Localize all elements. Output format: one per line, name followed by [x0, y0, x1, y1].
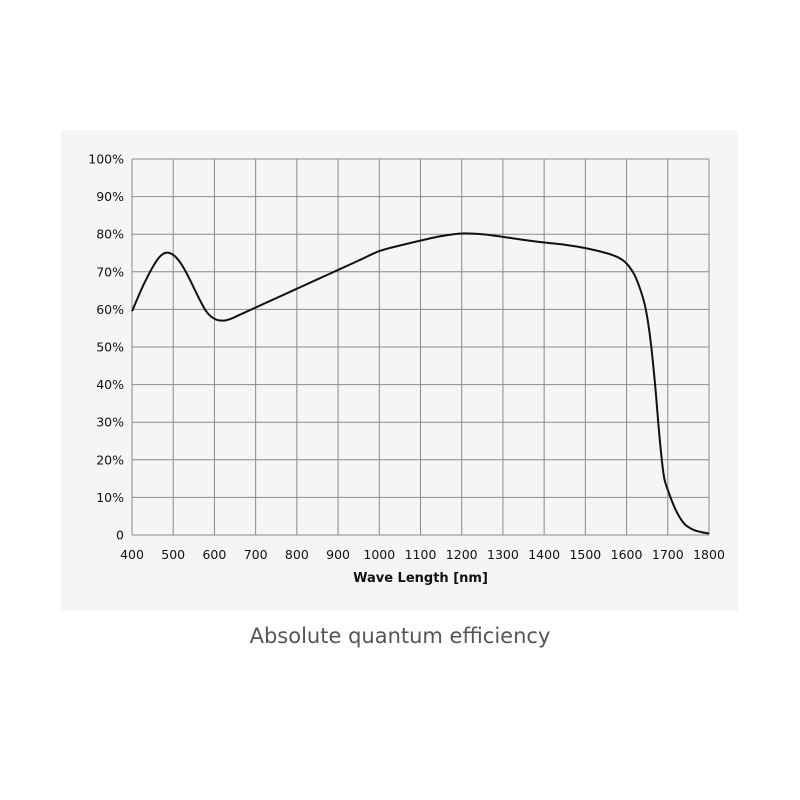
- x-tick-label: 1100: [405, 547, 437, 562]
- x-tick-label: 800: [285, 547, 309, 562]
- x-axis-label: Wave Length [nm]: [353, 571, 488, 586]
- qe-chart: 0 10% 20% 30% 40% 50% 60% 70% 80% 90% 100% 400 500 6…: [88, 152, 725, 587]
- y-tick-label: 70%: [96, 264, 124, 279]
- y-tick-label: 0: [116, 528, 124, 543]
- x-tick-label: 1200: [446, 547, 478, 562]
- y-tick-label: 10%: [96, 490, 124, 505]
- y-tick-label: 50%: [96, 340, 124, 355]
- x-tick-label: 400: [120, 547, 144, 562]
- chart-panel: [61, 130, 738, 611]
- y-tick-label: 60%: [96, 302, 124, 317]
- y-tick-label: 80%: [96, 227, 124, 242]
- x-tick-label: 500: [161, 547, 185, 562]
- y-tick-label: 100%: [88, 152, 124, 167]
- x-tick-label: 1000: [363, 547, 395, 562]
- qe-curve: [131, 232, 710, 535]
- y-axis-ticks: 0 10% 20% 30% 40% 50% 60% 70% 80% 90% 100%: [88, 152, 124, 543]
- chart-caption: Absolute quantum efficiency: [249, 624, 551, 648]
- gridlines: [131, 158, 710, 536]
- y-tick-label: 20%: [96, 452, 124, 467]
- x-tick-label: 1800: [693, 547, 725, 562]
- y-tick-label: 90%: [96, 189, 124, 204]
- x-tick-label: 1400: [528, 547, 560, 562]
- x-axis-ticks: 400 500 600 700 800 900 1000 1100 1200 1300 1400 15…: [120, 547, 725, 562]
- x-tick-label: 1600: [611, 547, 643, 562]
- x-tick-label: 1700: [652, 547, 684, 562]
- x-tick-label: 600: [202, 547, 226, 562]
- x-tick-label: 1500: [569, 547, 601, 562]
- x-tick-label: 900: [326, 547, 350, 562]
- y-tick-label: 40%: [96, 377, 124, 392]
- x-tick-label: 700: [244, 547, 268, 562]
- x-tick-label: 1300: [487, 547, 519, 562]
- y-tick-label: 30%: [96, 415, 124, 430]
